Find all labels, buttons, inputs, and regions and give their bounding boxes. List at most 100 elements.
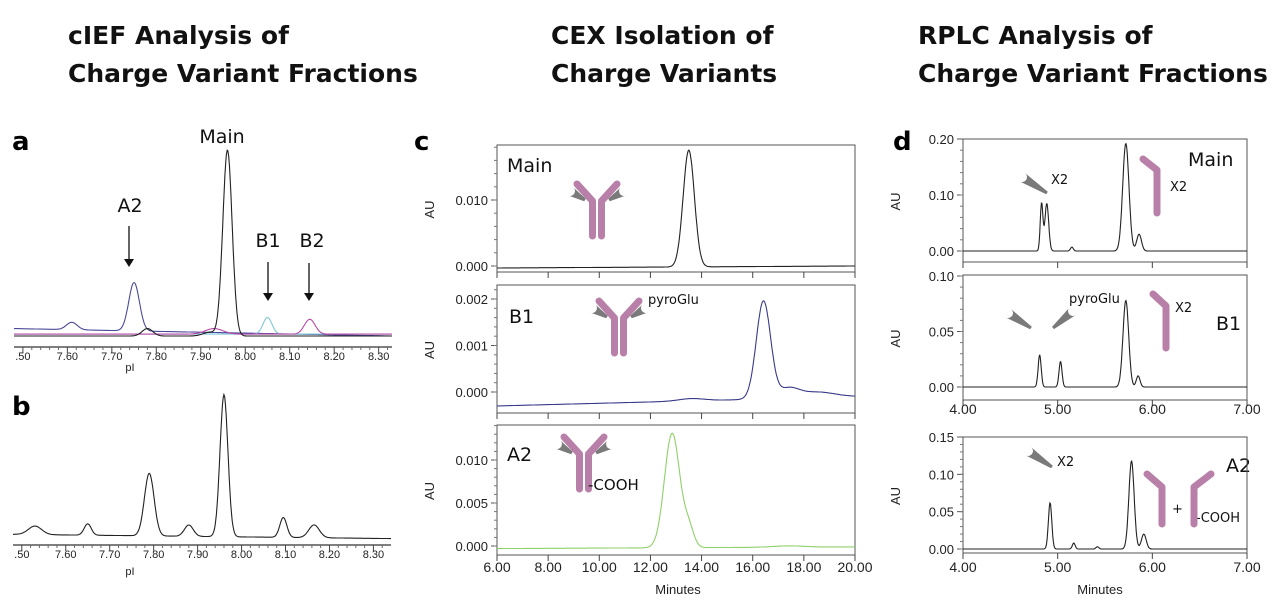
x-tick-label: 5.00: [1044, 401, 1071, 417]
plot-frame: [962, 274, 1248, 401]
panel-label-c: c: [414, 127, 429, 157]
panel-c-annotations: Main B1 A2 pyroGlu -COOH: [507, 155, 699, 494]
trace-line: [14, 281, 392, 337]
y-tick-label: 0.00: [929, 380, 954, 395]
panel-a-annotations: Main A2 B1 B2: [117, 126, 325, 301]
y-tick-label: 0.10: [929, 467, 954, 482]
plot-frame: [496, 284, 856, 414]
x-tick-label: 7.00: [1233, 401, 1260, 417]
heavy-chain-icon: [1139, 155, 1161, 217]
heavy-chain: [598, 180, 621, 240]
title-right-line2: Charge Variant Fractions: [918, 59, 1268, 88]
title-left-line2: Charge Variant Fractions: [68, 59, 418, 88]
chart-a: .50 7.60 7.70 7.80 7.90 8.00 8.10 8.20 8.30 pI: [14, 149, 392, 374]
x-tick-label: 7.60: [57, 351, 78, 363]
annotation-a2: A2: [117, 195, 142, 217]
x-tick-label: 5.00: [1044, 559, 1071, 575]
x-tick-label: 8.20: [319, 549, 340, 561]
x-tick-label: 8.10: [279, 351, 300, 363]
x-tick-label: 6.00: [1139, 401, 1166, 417]
heavy-chain: [585, 433, 608, 493]
antibody-icon: [567, 180, 627, 240]
light-chain-icon: [554, 439, 573, 455]
x-tick-label: 7.80: [146, 351, 167, 363]
x-tick-label: 7.70: [101, 351, 122, 363]
light-chain-icon: [1019, 172, 1048, 195]
heavy-chain: [595, 297, 618, 357]
label-x2-light-main: X2: [1051, 173, 1068, 188]
label-pyroglu: pyroGlu: [648, 293, 699, 308]
y-tick-label: 0.20: [929, 132, 954, 147]
panel-label-d: d: [893, 127, 912, 157]
trace-line: [14, 318, 392, 335]
x-tick-label: 8.20: [323, 351, 344, 363]
label-main: Main: [507, 155, 552, 177]
trace-line: [963, 459, 1247, 550]
label-b1: B1: [509, 306, 534, 328]
title-center-line1: CEX Isolation of: [551, 21, 775, 50]
x-tick-label: 8.00: [535, 559, 562, 575]
x-tick-label: .50: [14, 549, 29, 561]
x-tick-label: 8.30: [368, 351, 389, 363]
chart-c-main: 0.000 0.010 AU: [422, 144, 856, 278]
x-tick-label: 4.00: [949, 401, 976, 417]
title-left-line1: cIEF Analysis of: [68, 21, 290, 50]
x-tick-label: 10.00: [582, 559, 617, 575]
light-chain-icon: [630, 303, 649, 319]
label-main: Main: [1188, 149, 1233, 171]
light-chain-icon: [1025, 446, 1053, 469]
x-axis-label: Minutes: [1077, 582, 1123, 597]
chart-d-a2: 0.00 0.05 0.10 0.15 AU 4.00 5.00 6.00 7.00 Minute…: [888, 430, 1261, 597]
label-x2-heavy-main: X2: [1170, 180, 1187, 195]
x-tick-label: 7.90: [190, 351, 211, 363]
annotation-main: Main: [199, 126, 244, 148]
label-x2-light-a2: X2: [1057, 455, 1074, 470]
trace-line: [497, 432, 855, 550]
heavy-chain-icon: [1149, 290, 1170, 352]
light-chain-icon: [589, 303, 608, 319]
y-tick-label: 0.001: [455, 339, 488, 354]
x-tick-label: 8.00: [235, 351, 256, 363]
heavy-chain-icon: [1190, 470, 1215, 528]
x-tick-label: 7.60: [55, 549, 76, 561]
x-tick-label: 8.00: [231, 549, 252, 561]
light-chain-icon: [567, 186, 586, 202]
trace-line: [14, 149, 392, 337]
arrow-a2: [124, 226, 134, 267]
heavy-chain: [620, 297, 643, 357]
y-tick-label: 0.000: [455, 259, 488, 274]
chart-b: .50 7.60 7.70 7.80 7.90 8.00 8.10 8.20 8.30 pI: [13, 392, 391, 578]
label-a2: A2: [507, 444, 532, 466]
label-cooh: -COOH: [588, 476, 639, 494]
panel-label-a: a: [12, 127, 30, 157]
x-tick-label: 6.00: [483, 559, 510, 575]
antibody-pyroglu-icon: [589, 297, 649, 357]
x-axis-label: pI: [125, 566, 134, 578]
chart-c-b1: 0.000 0.001 0.002 AU: [422, 284, 856, 419]
x-tick-label: 16.00: [735, 559, 770, 575]
y-tick-label: 0.010: [455, 193, 488, 208]
x-tick-label: 14.00: [684, 559, 719, 575]
plot-frame: [496, 144, 856, 273]
y-tick-label: 0.10: [929, 188, 954, 203]
heavy-chain: [560, 433, 583, 493]
trace-line: [497, 300, 855, 407]
y-tick-label: 0.05: [929, 325, 954, 340]
y-axis-label: AU: [422, 341, 437, 359]
x-tick-label: 4.00: [949, 559, 976, 575]
trace-line: [963, 142, 1247, 252]
chart-d-main: 0.00 0.10 0.20 AU: [888, 132, 1248, 268]
x-tick-label: 8.10: [275, 549, 296, 561]
heavy-chain-icon: [1143, 470, 1166, 528]
annotation-b2: B2: [299, 230, 324, 252]
y-axis-label: AU: [888, 329, 903, 347]
chart-d-b1: 0.00 0.05 0.10 AU 4.00 5.00 6.00 7.00: [888, 269, 1261, 417]
heavy-chain: [573, 180, 596, 240]
trace-line: [497, 149, 855, 269]
arrow-b2: [304, 263, 314, 301]
label-plus: +: [1172, 502, 1183, 517]
x-tick-label: 7.80: [143, 549, 164, 561]
y-tick-label: 0.05: [929, 505, 954, 520]
antibody-cooh-icon: [554, 433, 614, 493]
